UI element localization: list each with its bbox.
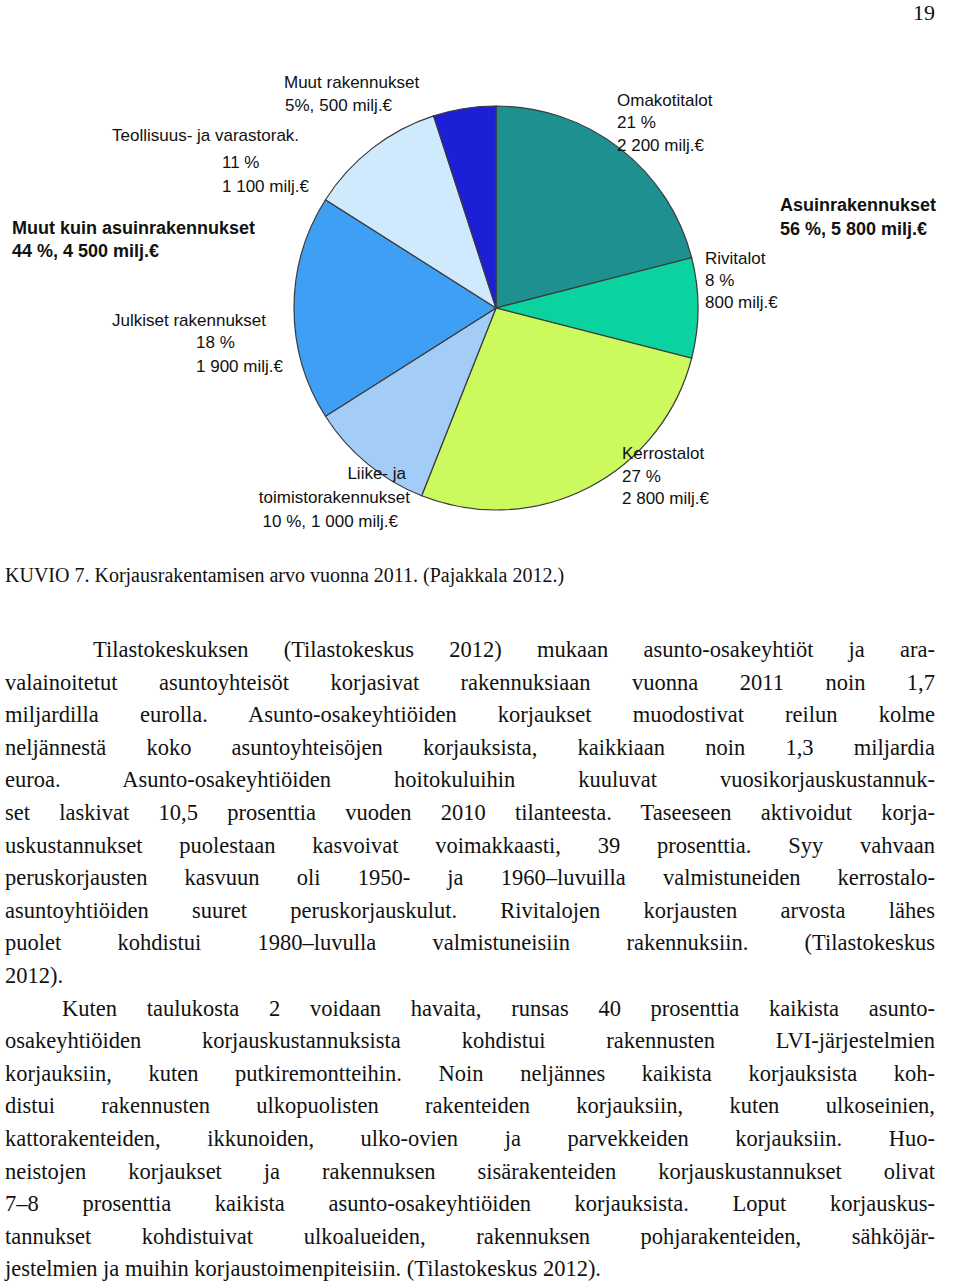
group-percent: 56 %,	[780, 219, 826, 239]
text-line: asuntoyhtiöiden suuret peruskorjauskulut…	[5, 895, 935, 928]
slice-label: Muut rakennukset	[284, 73, 419, 92]
group-percent: 44 %,	[12, 241, 58, 261]
label-part: 11 %	[222, 153, 260, 172]
slice-label: 10 %, 1 000 milj.€	[263, 512, 399, 531]
label-part: 1 100 milj.€	[222, 177, 309, 196]
group-amount: 4 500 milj.€	[63, 241, 159, 261]
label-part: 18 %	[196, 333, 235, 352]
slice-label: Teollisuus- ja varastorak.	[112, 126, 299, 145]
label-part: 500 milj.€	[319, 96, 392, 115]
page: 19 Omakotitalot 21 % 2 200 milj.€ Rivitalot…	[0, 0, 960, 1288]
text-line: distui rakennusten ulkopuolisten rakente…	[5, 1090, 935, 1123]
figure-caption: KUVIO 7. Korjausrakentamisen arvo vuonna…	[5, 562, 564, 588]
label-part: Rivitalot	[705, 249, 766, 268]
slice-label: 800 milj.€	[705, 293, 778, 312]
label-part: 1 000 milj.€	[311, 512, 398, 531]
text-line: valainoitetut asuntoyhteisöt korjasivat …	[5, 667, 935, 700]
group-value: 56 %,5 800 milj.€	[780, 219, 927, 239]
pie-slice	[434, 106, 496, 308]
slice-label: 1 900 milj.€	[196, 357, 283, 376]
text-line: Tilastokeskuksen (Tilastokeskus 2012) mu…	[5, 634, 935, 667]
label-part: Teollisuus- ja varastorak.	[112, 126, 299, 145]
label-part: Muut rakennukset	[284, 73, 419, 92]
label-part: 2 200 milj.€	[617, 136, 704, 155]
label-part: Omakotitalot	[617, 91, 713, 110]
pie-chart: Omakotitalot 21 % 2 200 milj.€ Rivitalot 8 %…	[0, 0, 960, 545]
label-part: 10 %,	[263, 512, 306, 531]
text-line: set laskivat 10,5 prosenttia vuoden 2010…	[5, 797, 935, 830]
label-part: Liike- ja	[347, 464, 406, 483]
slice-label: 18 %	[196, 333, 235, 352]
slice-label: toimistorakennukset	[259, 488, 410, 507]
text-line: neistojen korjaukset ja rakennuksen sisä…	[5, 1156, 935, 1189]
text-line: miljardilla eurolla. Asunto-osakeyhtiöid…	[5, 699, 935, 732]
slice-label: 2 800 milj.€	[622, 489, 709, 508]
text-line: kattorakenteiden, ikkunoiden, ulko-ovien…	[5, 1123, 935, 1156]
text-line: uskustannukset puolestaan kasvoivat voim…	[5, 830, 935, 863]
group-label: Muut kuin asuinrakennukset	[12, 218, 255, 238]
label-part: Kerrostalot	[622, 444, 704, 463]
slice-label: Omakotitalot	[617, 91, 713, 110]
group-label: Asuinrakennukset	[780, 195, 936, 215]
text-line: Kuten taulukosta 2 voidaan havaita, runs…	[5, 993, 935, 1026]
slice-label: Julkiset rakennukset	[112, 311, 266, 330]
slice-label: Liike- ja	[347, 464, 406, 483]
label-part: 21 %	[617, 113, 656, 132]
slice-label: 2 200 milj.€	[617, 136, 704, 155]
slice-label: 1 100 milj.€	[222, 177, 309, 196]
slice-label: 27 %	[622, 467, 661, 486]
text-line: peruskorjausten kasvuun oli 1950- ja 196…	[5, 862, 935, 895]
text-line: 2012).	[5, 960, 935, 993]
text-line: jestelmien ja muihin korjaustoimenpiteis…	[5, 1253, 935, 1286]
text-line: euroa. Asunto-osakeyhtiöiden hoitokuluih…	[5, 764, 935, 797]
page-number: 19	[913, 0, 935, 26]
group-amount: 5 800 milj.€	[831, 219, 927, 239]
text-line: tannukset kohdistuivat ulkoalueiden, rak…	[5, 1221, 935, 1254]
slice-label: 11 %	[222, 153, 260, 172]
label-part: 27 %	[622, 467, 661, 486]
slice-label: Rivitalot	[705, 249, 766, 268]
label-part: 1 900 milj.€	[196, 357, 283, 376]
label-part: toimistorakennukset	[259, 488, 410, 507]
text-line: puolet kohdistui 1980–luvulla valmistune…	[5, 927, 935, 960]
group-value: 44 %,4 500 milj.€	[12, 241, 159, 261]
text-line: osakeyhtiöiden korjauskustannuksista koh…	[5, 1025, 935, 1058]
slice-label: Kerrostalot	[622, 444, 704, 463]
slice-label: 5%, 500 milj.€	[285, 96, 393, 115]
slice-label: 8 %	[705, 271, 734, 290]
label-part: 8 %	[705, 271, 734, 290]
text-line: neljännestä koko asuntoyhteisöjen korjau…	[5, 732, 935, 765]
label-part: 5%,	[285, 96, 314, 115]
slice-label: 21 %	[617, 113, 656, 132]
body-text: Tilastokeskuksen (Tilastokeskus 2012) mu…	[5, 634, 935, 1286]
label-part: 800 milj.€	[705, 293, 778, 312]
label-part: Julkiset rakennukset	[112, 311, 266, 330]
label-part: 2 800 milj.€	[622, 489, 709, 508]
text-line: korjauksiin, kuten putkiremontteihin. No…	[5, 1058, 935, 1091]
text-line: 7–8 prosenttia kaikista asunto-osakeyhti…	[5, 1188, 935, 1221]
